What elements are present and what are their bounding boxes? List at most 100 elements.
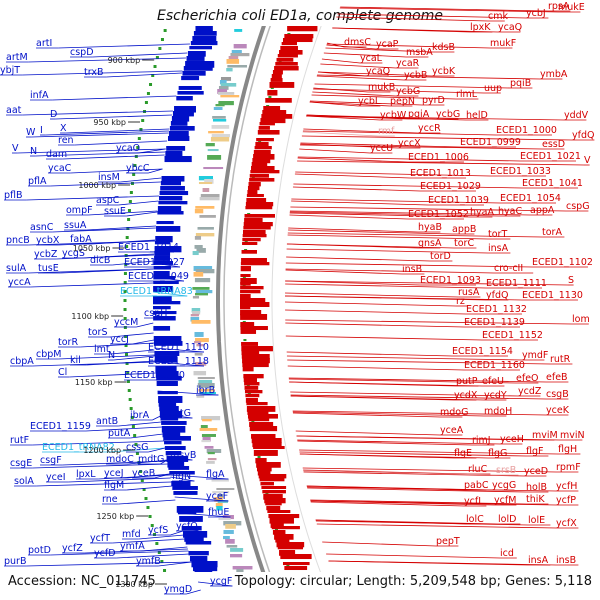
label-leader (328, 560, 557, 566)
reverse-gene (153, 281, 179, 285)
gene-label-left: W (26, 127, 36, 138)
gc-dot (127, 209, 131, 212)
label-leader (36, 481, 172, 487)
label-leader (166, 455, 193, 461)
reverse-gene (164, 446, 186, 451)
gene-label-left: ymfA (120, 541, 145, 552)
reverse-gene (164, 441, 182, 445)
reverse-gene (174, 106, 196, 113)
misc-feature (197, 383, 215, 388)
gene-label-right: ECED1_1029 (420, 181, 481, 192)
label-leader (70, 168, 163, 174)
label-leader (285, 319, 573, 325)
gc-dot (296, 591, 299, 593)
gene-label-left: yceI (46, 472, 66, 483)
gene-label-left: ECED1_1140 (124, 370, 185, 381)
gene-label-left: pncB (6, 235, 30, 246)
gene-label-right: ECED1_1041 (522, 178, 583, 189)
forward-gene (270, 522, 284, 528)
label-leader (118, 499, 176, 505)
forward-gene (242, 230, 266, 235)
misc-feature (201, 440, 211, 443)
reverse-gene (189, 556, 208, 562)
gene-label-right: flgH (558, 444, 577, 455)
gene-label-right: efeU (482, 376, 504, 387)
forward-gene (240, 278, 257, 284)
misc-feature (212, 491, 230, 494)
backbone-inner-arc (223, 26, 271, 572)
misc-feature (198, 389, 215, 392)
reverse-gene (185, 541, 212, 545)
gene-label-left: ibrA (130, 410, 150, 421)
gene-label-right: torT (488, 229, 507, 240)
label-leader (289, 210, 531, 216)
reverse-gene (193, 31, 217, 36)
gene-label-left: ycgS (62, 248, 85, 259)
gene-label-left: ycaC (48, 163, 72, 174)
forward-gene (240, 302, 270, 307)
gene-label-right: pabC (464, 480, 489, 491)
misc-feature (212, 116, 226, 119)
forward-gene (275, 62, 298, 66)
reverse-gene (153, 286, 173, 292)
misc-feature (201, 416, 221, 421)
forward-gene (267, 90, 278, 96)
gc-dot (130, 416, 134, 419)
forward-gene (241, 350, 260, 356)
label-leader (88, 210, 158, 216)
label-leader (132, 339, 154, 345)
kbp-tick-label: 1000 kbp (78, 181, 116, 190)
reverse-gene (153, 306, 171, 310)
misc-feature (220, 83, 237, 87)
gene-label-left: ycfZ (62, 543, 83, 554)
gc-dot (125, 236, 129, 239)
forward-gene (263, 494, 283, 500)
gene-label-left: tusE (38, 263, 59, 274)
gene-label-right: ycaP (376, 39, 399, 50)
misc-feature (195, 290, 213, 294)
reverse-gene (191, 561, 218, 568)
gene-label-right: ECED1_1033 (490, 166, 551, 177)
misc-feature (208, 131, 224, 134)
gene-label-left: ompF (66, 205, 93, 216)
gene-label-left: ybjT (0, 65, 20, 76)
forward-gene (274, 66, 299, 71)
forward-gene (242, 366, 254, 372)
gc-dot (124, 344, 128, 347)
gene-label-right: ECED1_1052 (408, 209, 469, 220)
forward-gene (258, 474, 287, 479)
gene-label-right: yccR (418, 123, 441, 134)
forward-gene (244, 214, 275, 218)
gene-label-right: ECED1_1006 (408, 152, 469, 163)
label-leader (309, 100, 423, 106)
gc-dot (123, 308, 127, 311)
reverse-gene (161, 426, 186, 433)
label-leader (45, 130, 169, 136)
gene-label-right: ycbK (432, 66, 456, 77)
misc-feature (228, 56, 239, 60)
misc-feature (204, 446, 214, 449)
reverse-gene (190, 41, 218, 46)
forward-gene (240, 266, 251, 272)
forward-gene (260, 482, 274, 486)
misc-feature (216, 506, 223, 511)
label-leader (287, 359, 551, 365)
reverse-gene (155, 371, 179, 378)
gc-dot (136, 146, 140, 149)
reverse-gene (177, 91, 204, 95)
label-leader (52, 95, 177, 101)
gc-dot (123, 272, 127, 275)
label-leader (155, 361, 205, 367)
gc-dot (131, 425, 135, 428)
gc-dot (129, 407, 133, 410)
footer: Accession: NC_011745 Topology: circular;… (8, 574, 592, 589)
gc-dot (127, 218, 131, 221)
gene-label-right: ECED1_0999 (460, 137, 521, 148)
label-leader (31, 132, 169, 138)
gene-label-right: ycaQ (498, 22, 522, 33)
reverse-gene (154, 241, 171, 245)
gene-label-right: torC (454, 238, 474, 249)
gene-label-left: pflA (28, 176, 47, 187)
gene-label-left: I (40, 125, 43, 136)
